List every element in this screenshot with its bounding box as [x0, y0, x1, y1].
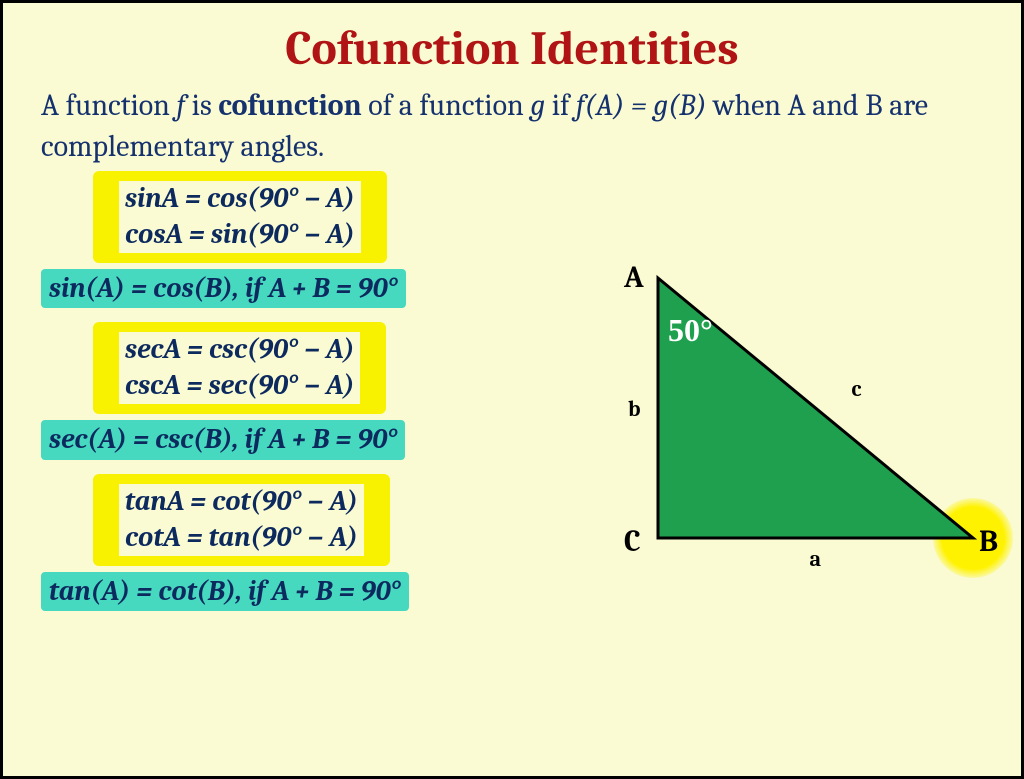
vertex-label-C: C [624, 524, 641, 559]
identity-box-3: tanA = cot(90° − A) cotA = tan(90° − A) [93, 474, 390, 566]
vertex-label-B: B [979, 524, 998, 559]
side-label-a: a [810, 546, 822, 572]
desc-bold: cofunction [218, 88, 361, 123]
desc-part: if [545, 88, 576, 123]
identity-line: sinA = cos(90° − A) [119, 181, 361, 217]
triangle-diagram: A B C a b c 50° [603, 258, 1003, 598]
identity-box-1: sinA = cos(90° − A) cosA = sin(90° − A) [93, 171, 387, 263]
identity-condition-1: sin(A) = cos(B), if A + B = 90° [41, 269, 406, 309]
side-label-b: b [628, 396, 641, 422]
identity-line: cosA = sin(90° − A) [119, 217, 361, 253]
desc-part: is [185, 88, 218, 123]
identity-condition-3: tan(A) = cot(B), if A + B = 90° [41, 572, 409, 612]
desc-part: of a function [362, 88, 531, 123]
desc-f: f [177, 88, 186, 123]
identities-column: sinA = cos(90° − A) cosA = sin(90° − A) … [41, 171, 601, 625]
identity-line: cotA = tan(90° − A) [119, 520, 364, 556]
identity-line: secA = csc(90° − A) [119, 332, 360, 368]
identity-box-2: secA = csc(90° − A) cscA = sec(90° − A) [93, 322, 386, 414]
triangle-svg [603, 258, 1003, 588]
identity-line: tanA = cot(90° − A) [119, 484, 364, 520]
desc-eq: f(A) = g(B) [576, 88, 707, 123]
definition-text: A function f is cofunction of a function… [3, 86, 1021, 179]
page-title: Cofunction Identities [3, 3, 1021, 86]
identity-line: cscA = sec(90° − A) [119, 368, 360, 404]
identity-condition-2: sec(A) = csc(B), if A + B = 90° [41, 420, 405, 460]
angle-A-label: 50° [668, 312, 713, 349]
desc-g: g [530, 88, 545, 123]
side-label-c: c [852, 376, 862, 402]
vertex-label-A: A [624, 260, 644, 295]
desc-part: A function [41, 88, 177, 123]
